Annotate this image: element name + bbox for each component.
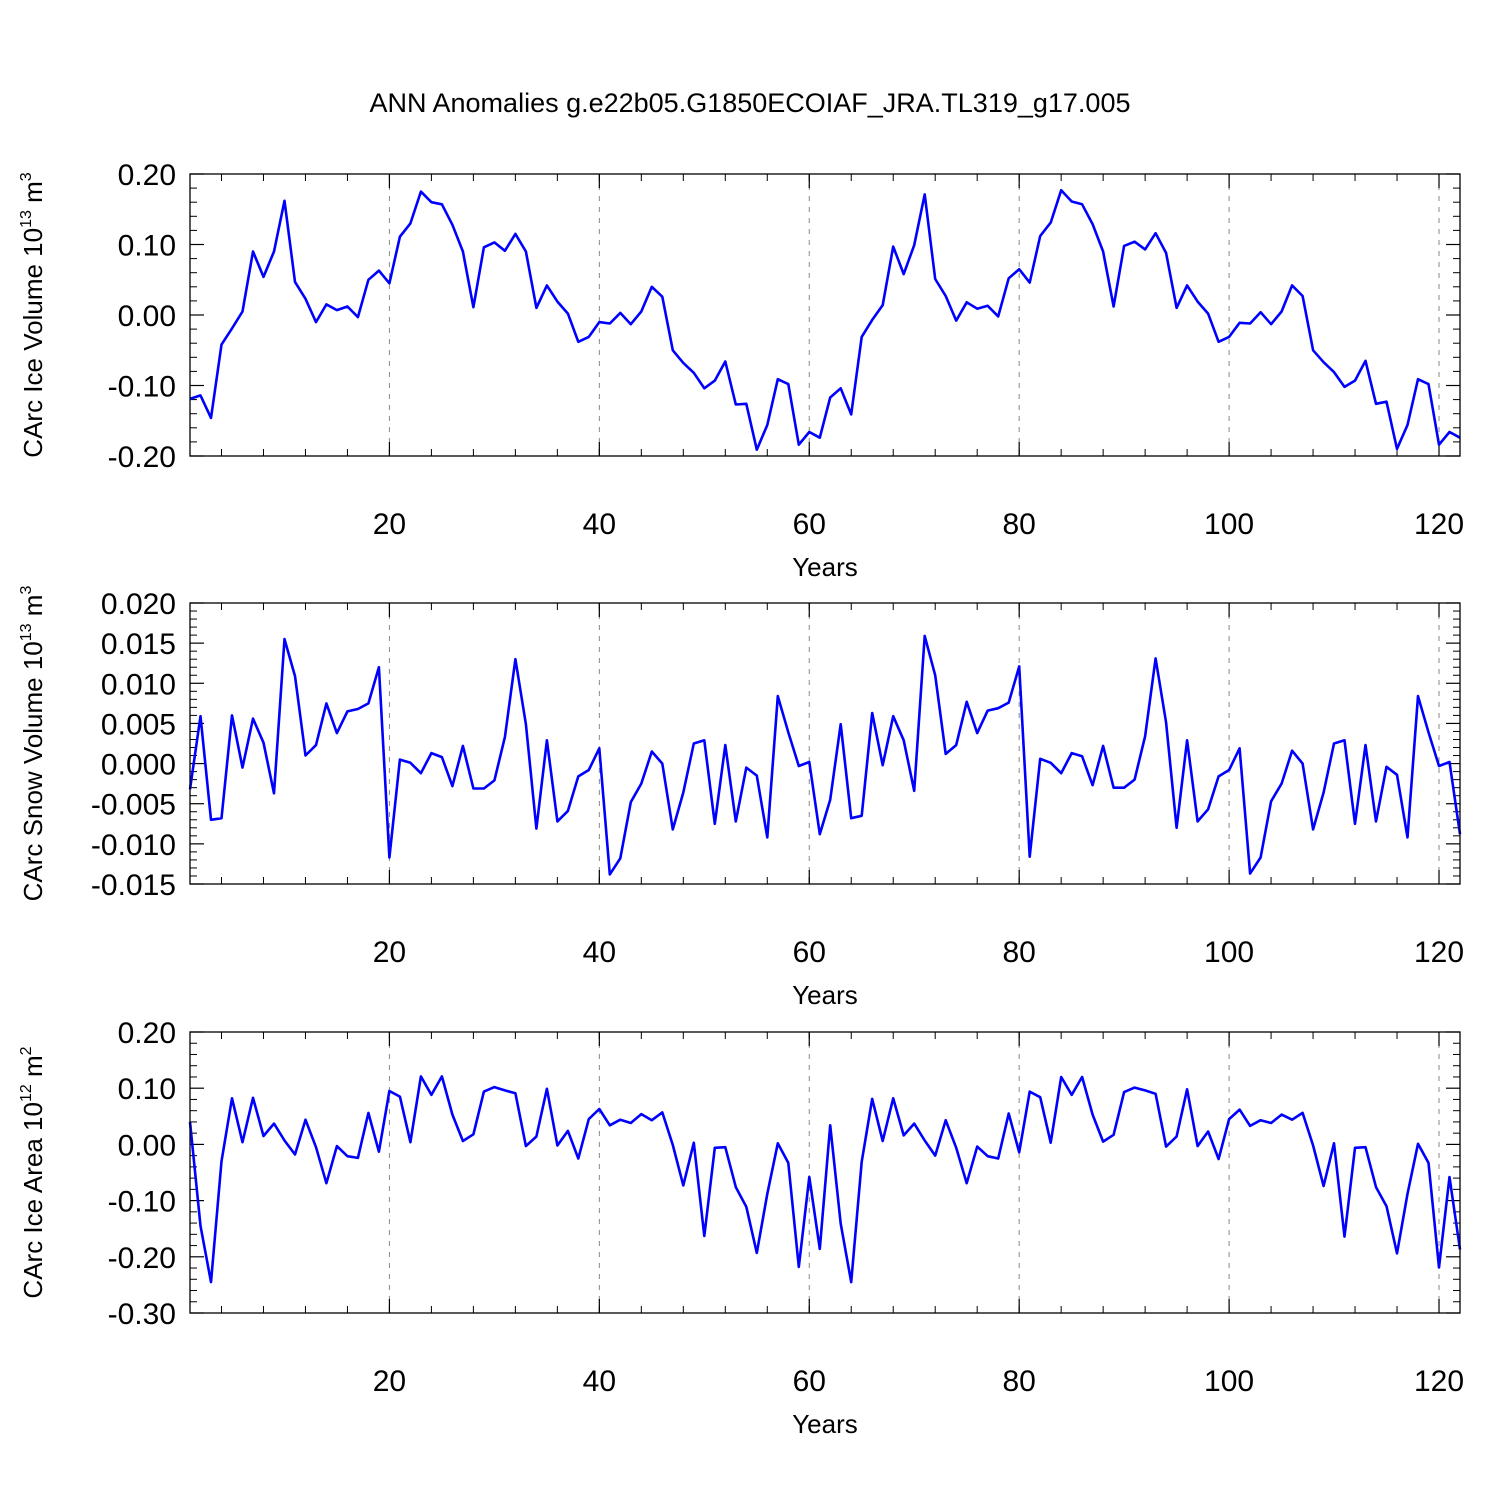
x-tick-label: 40 [583, 508, 616, 541]
panel-3: -0.30 -0.20 -0.10 0.00 0.10 0.20 20 40 60 80 100 12… [18, 1017, 1464, 1439]
y-tick-label: -0.005 [91, 789, 176, 822]
series-line [188, 1075, 1462, 1284]
x-tick-label: 60 [793, 936, 826, 969]
y-tick-label: 0.10 [118, 1073, 176, 1106]
x-tick-label: 80 [1002, 936, 1035, 969]
x-tick-label: 120 [1414, 1365, 1464, 1398]
plot-frame [189, 173, 1461, 457]
y-tick-label: -0.015 [91, 869, 176, 902]
plot-frame [189, 602, 1461, 885]
x-tick-label: 20 [373, 508, 406, 541]
series-line [188, 634, 1462, 876]
y-tick-label: -0.10 [108, 1186, 176, 1219]
figure-title: ANN Anomalies g.e22b05.G1850ECOIAF_JRA.T… [370, 88, 1131, 118]
x-tick-label: 60 [793, 1365, 826, 1398]
panel-2: -0.015 -0.010 -0.005 0.000 0.005 0.010 0.015 0.… [18, 586, 1464, 1010]
x-tick-label: 80 [1002, 508, 1035, 541]
plot-frame [189, 1031, 1461, 1314]
y-tick-label: -0.20 [108, 1242, 176, 1275]
x-tick-label: 80 [1002, 1365, 1035, 1398]
x-tick-label: 100 [1204, 1365, 1254, 1398]
y-tick-label: 0.00 [118, 1129, 176, 1162]
series-line [189, 188, 1461, 451]
y-tick-label: 0.020 [101, 588, 176, 621]
panel-1: -0.20 -0.10 0.00 0.10 0.20 20 40 60 80 100 120 Year… [18, 159, 1464, 582]
y-tick-label: 0.005 [101, 708, 176, 741]
x-tick-label: 120 [1414, 936, 1464, 969]
x-tick-label: 20 [373, 1365, 406, 1398]
y-tick-label: 0.00 [118, 300, 176, 333]
y-axis-label: CArc Ice Area 1012 m2 [18, 1046, 48, 1298]
y-tick-label: 0.10 [118, 230, 176, 263]
y-tick-label: -0.20 [108, 441, 176, 474]
x-tick-label: 20 [373, 936, 406, 969]
x-tick-label: 60 [793, 508, 826, 541]
y-tick-label: 0.000 [101, 749, 176, 782]
x-axis-label: Years [792, 552, 858, 582]
y-tick-label: 0.010 [101, 668, 176, 701]
y-tick-label: 0.20 [118, 1017, 176, 1050]
x-tick-label: 100 [1204, 508, 1254, 541]
y-tick-label: -0.10 [108, 371, 176, 404]
x-axis-label: Years [792, 1409, 858, 1439]
x-tick-label: 100 [1204, 936, 1254, 969]
x-tick-label: 40 [583, 1365, 616, 1398]
y-axis-label: CArc Ice Volume 1013 m3 [18, 172, 48, 457]
y-tick-label: 0.20 [118, 159, 176, 192]
y-tick-label: -0.30 [108, 1298, 176, 1331]
y-tick-label: -0.010 [91, 829, 176, 862]
x-tick-label: 40 [583, 936, 616, 969]
y-axis-label: CArc Snow Volume 1013 m3 [18, 586, 48, 902]
x-axis-label: Years [792, 980, 858, 1010]
x-tick-label: 120 [1414, 508, 1464, 541]
y-tick-label: 0.015 [101, 628, 176, 661]
